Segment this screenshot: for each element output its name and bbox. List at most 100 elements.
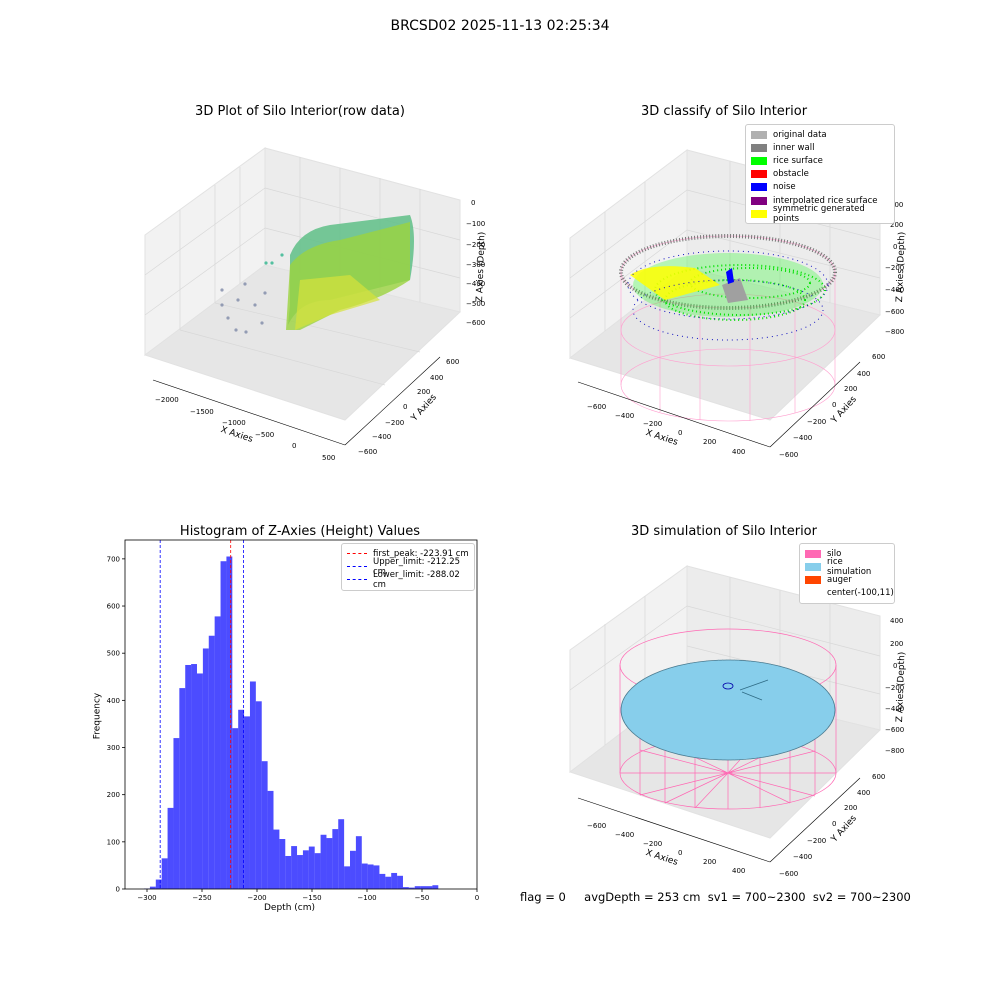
raw-z-tick: −600 xyxy=(466,319,486,327)
legend-item: noise xyxy=(751,181,889,194)
histogram-bar xyxy=(149,886,156,889)
classify-x-tick: −200 xyxy=(643,420,663,428)
classify-3d-plot xyxy=(568,148,882,448)
classify-point-cloud xyxy=(619,234,837,422)
histogram-y-tick-label: 100 xyxy=(107,838,120,846)
simulation-z-tick: −800 xyxy=(885,747,905,755)
histogram-bar xyxy=(291,846,298,889)
simulation-3d-plot xyxy=(568,565,881,863)
raw-y-tick: −600 xyxy=(358,448,378,456)
legend-line xyxy=(347,579,367,581)
histogram-bar xyxy=(255,701,262,889)
classify-z-tick: −800 xyxy=(885,328,905,336)
histogram-bar xyxy=(196,673,203,889)
legend-swatch xyxy=(751,156,767,165)
histogram-bar xyxy=(350,850,356,889)
histogram-bar xyxy=(420,886,427,889)
legend-item: symmetric generated points xyxy=(751,204,889,224)
status-line: flag = 0 avgDepth = 253 cm sv1 = 700~230… xyxy=(520,890,911,904)
histogram-bar xyxy=(302,850,309,889)
classify-y-tick: 200 xyxy=(844,385,858,393)
simulation-z-tick: 200 xyxy=(890,640,904,648)
simulation-legend: silo rice simulation auger center(-100,1… xyxy=(799,543,895,604)
simulation-plot-title: 3D simulation of Silo Interior xyxy=(631,524,817,539)
legend-line xyxy=(347,553,367,555)
legend-swatch xyxy=(751,196,767,205)
histogram-bar xyxy=(214,616,221,889)
raw-z-tick: −100 xyxy=(466,220,486,228)
histogram-bar xyxy=(320,834,327,889)
simulation-z-tick: 0 xyxy=(893,662,898,670)
classify-legend: original data inner wall rice surface ob… xyxy=(745,124,895,225)
classify-y-tick: −600 xyxy=(779,451,799,459)
simulation-y-tick: −600 xyxy=(779,870,799,878)
histogram-bar xyxy=(361,863,368,889)
classify-z-tick: −600 xyxy=(885,308,905,316)
classify-z-tick: 0 xyxy=(893,243,898,251)
histogram-bar xyxy=(385,876,392,889)
raw-x-tick: −1500 xyxy=(190,408,214,416)
classify-y-tick: 400 xyxy=(857,370,871,378)
histogram-bar xyxy=(191,664,197,889)
flag-text: flag = 0 xyxy=(520,890,566,904)
histogram-bar xyxy=(332,829,339,889)
histogram-x-tick-label: −100 xyxy=(357,894,376,902)
raw-x-tick: −500 xyxy=(255,431,275,439)
avg-depth-text: avgDepth = 253 cm sv1 = 700~2300 sv2 = 7… xyxy=(584,890,911,904)
histogram-bar xyxy=(367,864,374,889)
histogram-bar xyxy=(379,873,386,889)
histogram-chart: −300 −250 −200 −150 −100 −50 0 0 100 200 300 400 500… xyxy=(107,539,479,902)
histogram-bar xyxy=(273,829,280,889)
legend-item: first_peak: -223.91 cm xyxy=(347,547,469,560)
simulation-x-tick: −400 xyxy=(615,831,635,839)
legend-item: interpolated rice surface xyxy=(751,194,889,207)
classify-y-tick: −200 xyxy=(807,418,827,426)
legend-item: rice simulation xyxy=(805,557,889,577)
legend-swatch xyxy=(751,130,767,139)
figure-title: BRCSD02 2025-11-13 02:25:34 xyxy=(390,18,610,34)
histogram-bar xyxy=(308,846,315,889)
histogram-bar xyxy=(402,887,409,889)
histogram-x-tick-label: −300 xyxy=(137,894,156,902)
classify-x-tick: 200 xyxy=(703,438,717,446)
classify-plot-title: 3D classify of Silo Interior xyxy=(640,104,808,119)
histogram-bar xyxy=(179,688,186,889)
histogram-bar xyxy=(202,648,209,889)
histogram-y-tick-label: 300 xyxy=(107,744,120,752)
histogram-bar xyxy=(155,879,162,889)
histogram-bar xyxy=(414,886,421,889)
histogram-bar xyxy=(261,761,268,889)
legend-item: auger xyxy=(805,573,889,586)
histogram-x-tick-label: 0 xyxy=(475,894,479,902)
histogram-bar xyxy=(249,681,256,889)
simulation-y-tick: 400 xyxy=(857,789,871,797)
histogram-bar xyxy=(344,866,351,889)
simulation-y-tick: −400 xyxy=(793,853,813,861)
histogram-bar xyxy=(279,839,286,889)
histogram-y-tick-label: 200 xyxy=(107,791,120,799)
legend-swatch xyxy=(805,549,821,558)
classify-x-tick: −600 xyxy=(587,403,607,411)
histogram-bar xyxy=(267,790,274,889)
legend-swatch xyxy=(805,562,821,571)
raw-y-tick: 0 xyxy=(403,403,408,411)
legend-item: silo xyxy=(805,547,889,560)
histogram-bar xyxy=(161,858,168,889)
histogram-frame xyxy=(124,539,478,890)
histogram-bar xyxy=(285,855,292,889)
legend-item: obstacle xyxy=(751,168,889,181)
raw-y-tick: 400 xyxy=(430,374,444,382)
legend-item: center(-100,11) xyxy=(805,587,894,600)
raw-x-tick: 0 xyxy=(292,442,297,450)
histogram-x-tick-label: −150 xyxy=(302,894,321,902)
legend-swatch xyxy=(751,143,767,152)
histogram-bar xyxy=(338,819,345,889)
histogram-y-tick-label: 600 xyxy=(107,603,120,611)
raw-x-tick: −2000 xyxy=(155,396,179,404)
legend-swatch xyxy=(751,170,767,179)
histogram-x-tick-label: −50 xyxy=(415,894,430,902)
legend-swatch xyxy=(805,575,821,584)
simulation-x-tick: −600 xyxy=(587,822,607,830)
histogram-bar xyxy=(226,556,233,889)
classify-x-tick: −400 xyxy=(615,412,635,420)
